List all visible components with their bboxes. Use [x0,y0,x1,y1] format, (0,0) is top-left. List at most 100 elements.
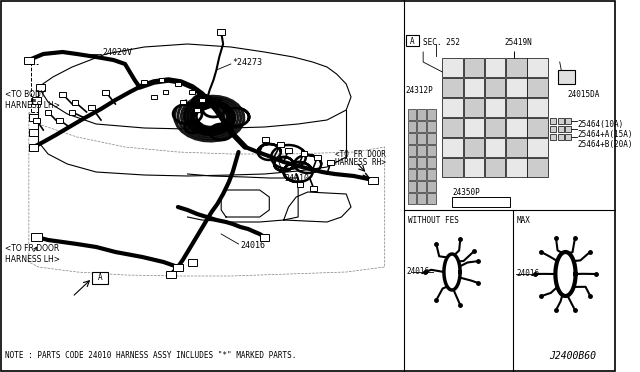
Text: <TO FR DOOR
HARNESS LH>: <TO FR DOOR HARNESS LH> [5,244,60,264]
Text: 24312P: 24312P [406,86,433,94]
Bar [427,169,436,180]
Bar [550,118,556,124]
Bar [188,259,197,266]
Bar [29,144,38,151]
Bar [151,95,157,99]
Text: MAX: MAX [516,215,531,224]
Bar [218,29,225,35]
Text: 25419N: 25419N [505,38,532,46]
Bar [442,118,463,137]
Bar [408,193,417,204]
Bar [442,77,463,97]
Bar [527,97,548,117]
Text: <TO BODY
HARNESS LH>: <TO BODY HARNESS LH> [5,90,60,110]
Bar [68,109,76,115]
Bar [417,121,426,132]
Bar [36,83,45,90]
Bar [417,181,426,192]
Bar [175,82,181,86]
Bar [558,118,564,124]
Bar [166,270,176,278]
Bar [159,78,164,82]
Bar [427,145,436,156]
Bar [442,58,463,77]
Bar [463,58,484,77]
Bar [369,176,378,183]
Bar [442,138,463,157]
Text: NOTE : PARTS CODE 24010 HARNESS ASSY INCLUDES "*" MARKED PARTS.: NOTE : PARTS CODE 24010 HARNESS ASSY INC… [5,352,296,360]
Bar [102,90,109,94]
Bar [417,109,426,120]
Bar [452,197,509,207]
Bar [463,118,484,137]
Bar [408,109,417,120]
Bar [417,169,426,180]
Text: *24273: *24273 [233,58,263,67]
Text: WITHOUT FES: WITHOUT FES [408,215,459,224]
Bar [310,186,317,190]
Bar [484,118,506,137]
Bar [417,157,426,168]
Bar [463,157,484,177]
Bar [24,57,34,64]
Text: 25464(10A): 25464(10A) [577,119,623,128]
Bar [408,169,417,180]
Bar [262,137,269,141]
Text: J2400B60: J2400B60 [549,351,596,361]
Text: HARNESS RH>: HARNESS RH> [335,157,385,167]
Bar [484,58,506,77]
Bar [484,97,506,117]
Bar [527,157,548,177]
Bar [427,133,436,144]
Bar [406,35,419,46]
Bar [29,128,38,135]
Bar [417,133,426,144]
Bar [417,145,426,156]
Bar [506,138,527,157]
Bar [550,126,556,132]
Bar [199,98,205,102]
Bar [442,97,463,117]
Bar [408,145,417,156]
Bar [463,97,484,117]
Text: 25464+B(20A): 25464+B(20A) [577,140,632,148]
Bar [278,141,284,147]
Bar [32,96,42,103]
Text: 24015DA: 24015DA [568,90,600,99]
Bar [506,77,527,97]
Bar [484,77,506,97]
Bar [408,121,417,132]
Bar [285,148,292,153]
Bar [566,126,572,132]
Text: A: A [410,36,415,45]
Bar [506,118,527,137]
Bar [33,118,40,122]
Bar [506,97,527,117]
Bar [506,58,527,77]
Bar [72,99,78,105]
Text: 24010: 24010 [285,173,310,183]
Bar [506,157,527,177]
Bar [328,160,334,164]
Bar [463,77,484,97]
Text: A: A [98,273,102,282]
Bar [527,138,548,157]
Bar [408,157,417,168]
Bar [45,109,51,115]
Bar [558,126,564,132]
Text: 25464+A(15A): 25464+A(15A) [577,129,632,138]
Bar [301,151,307,155]
Bar [427,109,436,120]
Text: 24020V: 24020V [102,48,132,57]
Bar [558,134,564,140]
Bar [31,233,42,241]
Bar [527,77,548,97]
Bar [427,193,436,204]
Bar [527,118,548,137]
Bar [180,100,186,104]
Bar [141,80,147,84]
Bar [297,182,303,186]
Text: SEC. 252: SEC. 252 [423,38,460,46]
Bar [427,121,436,132]
Bar [29,113,38,121]
